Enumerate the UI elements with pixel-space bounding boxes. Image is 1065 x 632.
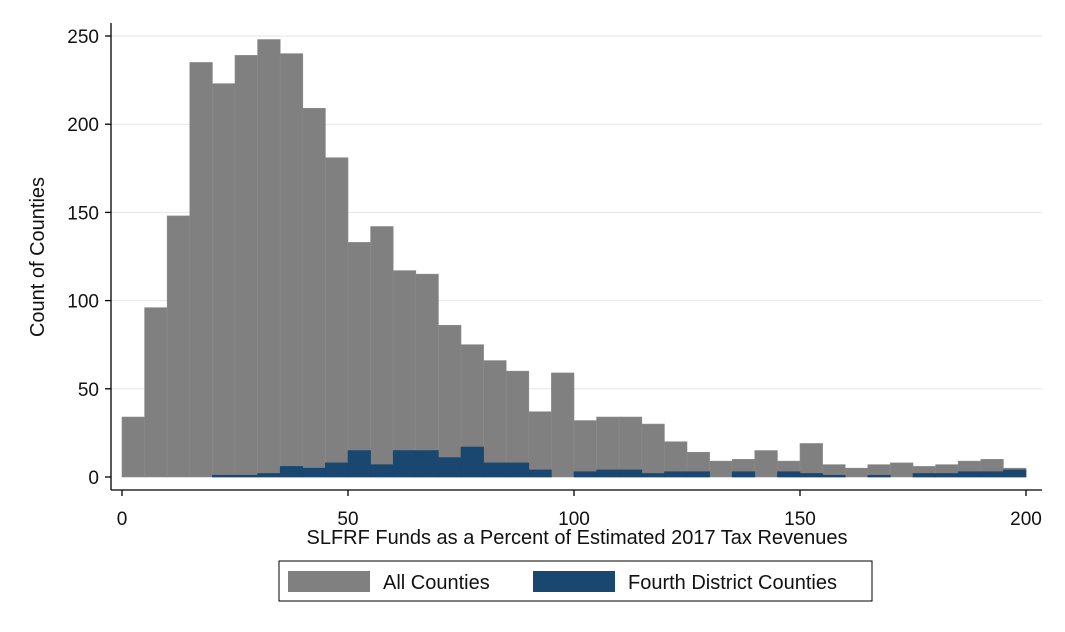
axes: 0 50 100 150 200 250 0 50 100 150 200: [67, 23, 1042, 530]
all-counties-bar-10: [166, 215, 191, 478]
x-tick-label-50: 50: [337, 509, 358, 530]
fourth-district-bar-90: [528, 469, 552, 478]
y-tick-label-200: 200: [67, 115, 99, 136]
all-counties-bar-45: [325, 157, 349, 478]
fourth-district-bar-45: [325, 462, 349, 478]
fourth-district-bar-50: [347, 450, 371, 478]
all-counties-bar-110: [618, 416, 643, 478]
all-counties-bar-80: [483, 360, 507, 478]
all-counties-bar-15: [189, 62, 213, 478]
fourth-district-bar-120: [664, 471, 688, 478]
all-counties-bar-130: [709, 460, 733, 478]
all-counties-bar-0: [121, 416, 145, 478]
fourth-district-bar-185: [957, 471, 982, 478]
all-counties-bar-100: [573, 420, 597, 478]
fourth-district-bar-70: [438, 457, 462, 478]
all-counties-bar-95: [551, 372, 575, 478]
all-counties-bar-40: [302, 108, 326, 478]
x-tick-label-200: 200: [1010, 509, 1042, 530]
all-counties-bar-115: [641, 423, 665, 478]
y-tick-label-0: 0: [88, 468, 99, 489]
y-tick-label-100: 100: [67, 292, 99, 313]
fourth-district-bar-30: [257, 473, 281, 478]
fourth-district-bar-40: [302, 467, 326, 478]
legend-label-fourth-district: Fourth District Counties: [628, 572, 837, 594]
fourth-district-bar-75: [460, 446, 484, 478]
fourth-district-bar-155: [822, 474, 846, 478]
fourth-district-bar-165: [867, 474, 891, 478]
x-tick-label-100: 100: [558, 509, 590, 530]
all-counties-bar-90: [528, 411, 552, 478]
fourth-district-bar-65: [415, 450, 439, 478]
all-counties-bar-150: [799, 443, 823, 478]
all-counties-bar-105: [596, 416, 620, 478]
legend: All Counties Fourth District Counties: [278, 560, 873, 602]
y-tick-label-50: 50: [78, 380, 99, 401]
fourth-district-bar-35: [279, 466, 304, 478]
all-counties-bar-20: [212, 83, 236, 478]
all-counties-bar-30: [257, 39, 281, 478]
fourth-district-bar-55: [370, 464, 394, 478]
fourth-district-bar-100: [573, 471, 597, 478]
fourth-district-bar-110: [618, 469, 643, 478]
y-axis-title: Count of Counties: [27, 177, 49, 337]
all-counties-bar-25: [234, 55, 258, 478]
legend-swatch-fourth-district: [533, 571, 615, 592]
all-counties-bar-170: [890, 462, 914, 478]
fourth-district-bar-25: [234, 474, 258, 478]
fourth-district-bar-190: [980, 471, 1004, 478]
all-counties-bar-50: [347, 242, 371, 478]
y-tick-label-250: 250: [67, 27, 99, 48]
all-counties-bar-60: [392, 270, 417, 478]
legend-swatch-all-counties: [288, 571, 370, 592]
all-counties-bar-55: [370, 226, 394, 478]
fourth-district-bar-150: [799, 473, 823, 478]
legend-label-all-counties: All Counties: [383, 572, 490, 594]
all-counties-bar-70: [438, 324, 462, 478]
x-tick-label-150: 150: [784, 509, 816, 530]
all-counties-bar-5: [144, 307, 168, 478]
all-counties-bar-85: [505, 370, 530, 478]
fourth-district-bar-85: [505, 462, 530, 478]
fourth-district-bars: [212, 446, 1027, 478]
all-counties-bars: [121, 39, 1027, 478]
all-counties-bar-160: [844, 467, 869, 478]
fourth-district-bar-125: [686, 471, 710, 478]
fourth-district-bar-135: [731, 471, 756, 478]
fourth-district-bar-175: [912, 473, 936, 478]
fourth-district-bar-115: [641, 473, 665, 478]
fourth-district-bar-60: [392, 450, 417, 478]
x-axis-title: SLFRF Funds as a Percent of Estimated 20…: [306, 527, 847, 549]
y-tick-label-150: 150: [67, 203, 99, 224]
fourth-district-bar-195: [1003, 469, 1027, 478]
fourth-district-bar-145: [777, 471, 801, 478]
fourth-district-bar-180: [935, 473, 959, 478]
all-counties-bar-35: [279, 53, 304, 478]
fourth-district-bar-105: [596, 469, 620, 478]
fourth-district-bar-20: [212, 474, 236, 478]
all-counties-bar-140: [754, 450, 778, 478]
x-tick-label-0: 0: [117, 509, 128, 530]
all-counties-bar-65: [415, 273, 439, 478]
fourth-district-bar-80: [483, 462, 507, 478]
